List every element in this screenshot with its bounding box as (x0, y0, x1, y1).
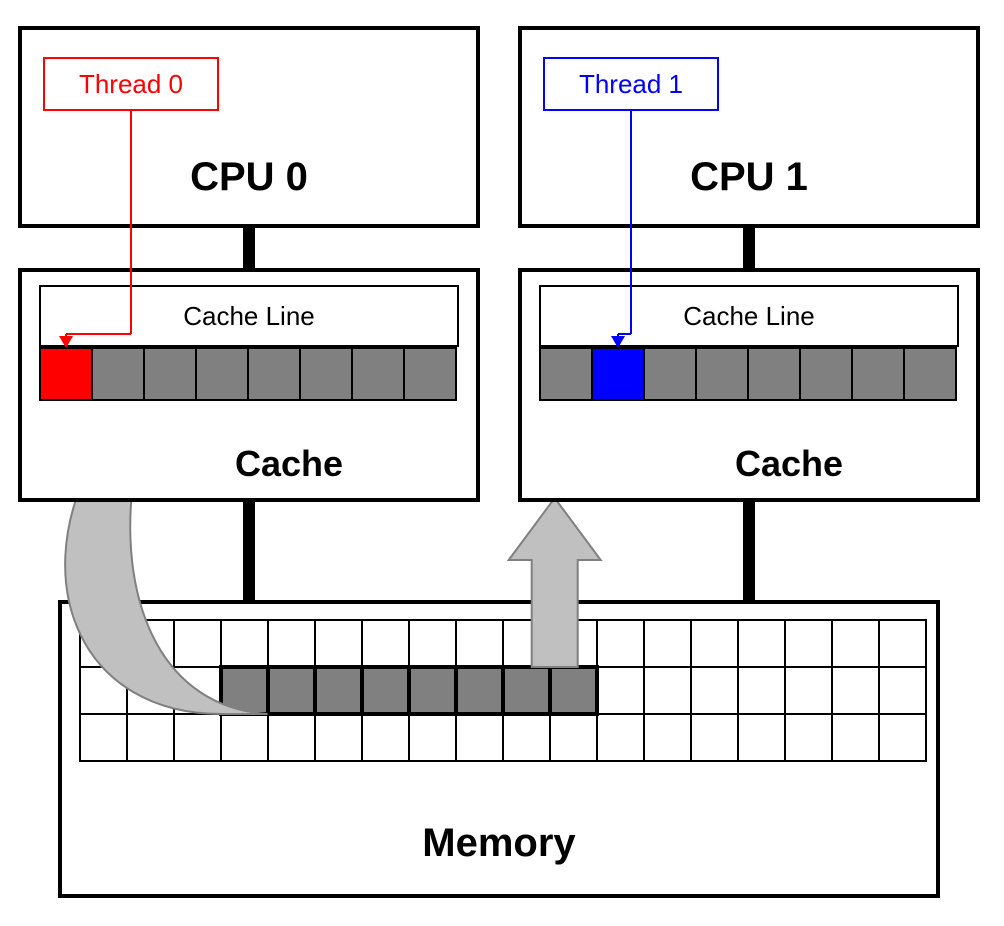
memory-cell (221, 620, 268, 667)
cache0-cell-3 (196, 348, 248, 400)
cache0-cell-0 (40, 348, 92, 400)
memory-cell (409, 714, 456, 761)
cpu1-label: CPU 1 (690, 155, 808, 199)
cache0-label: Cache (235, 443, 343, 484)
cache0-cell-2 (144, 348, 196, 400)
memory-cell (456, 620, 503, 667)
memory-cell (644, 714, 691, 761)
cache0-cell-5 (300, 348, 352, 400)
memory-cell (362, 667, 409, 714)
memory-cell (268, 620, 315, 667)
memory-cell (738, 667, 785, 714)
memory-cell (879, 620, 926, 667)
memory-cell (456, 667, 503, 714)
thread1-label: Thread 1 (579, 69, 683, 99)
cache0-cacheline-label: Cache Line (183, 301, 315, 331)
memory-cell (785, 620, 832, 667)
memory-cell (80, 714, 127, 761)
memory-cell (597, 714, 644, 761)
memory-label: Memory (422, 821, 576, 865)
cache0-cell-7 (404, 348, 456, 400)
cache0-cell-1 (92, 348, 144, 400)
cache1-cacheline-label: Cache Line (683, 301, 815, 331)
cpu0-label: CPU 0 (190, 155, 308, 199)
memory-cell (315, 620, 362, 667)
cache0-cell-4 (248, 348, 300, 400)
cache1-cell-0 (540, 348, 592, 400)
cache1-cell-2 (644, 348, 696, 400)
memory-cell (832, 714, 879, 761)
memory-cell (268, 714, 315, 761)
memory-cell (691, 620, 738, 667)
cache1-label: Cache (735, 443, 843, 484)
memory-cell (503, 714, 550, 761)
memory-cell (315, 714, 362, 761)
memory-cell (221, 714, 268, 761)
memory-cell (738, 714, 785, 761)
memory-cell (644, 667, 691, 714)
thread0-label: Thread 0 (79, 69, 183, 99)
memory-cell (456, 714, 503, 761)
memory-cell (550, 667, 597, 714)
memory-cell (879, 714, 926, 761)
memory-cell (785, 667, 832, 714)
memory-cell (644, 620, 691, 667)
cache1-cell-3 (696, 348, 748, 400)
memory-cell (879, 667, 926, 714)
memory-cell (597, 667, 644, 714)
memory-cell (362, 620, 409, 667)
memory-cell (597, 620, 644, 667)
cache1-cell-5 (800, 348, 852, 400)
memory-cell (127, 714, 174, 761)
memory-cell (268, 667, 315, 714)
memory-cell (503, 667, 550, 714)
memory-cell (785, 714, 832, 761)
cache1-cell-7 (904, 348, 956, 400)
cache1-cell-6 (852, 348, 904, 400)
memory-cell (691, 667, 738, 714)
memory-cell (550, 714, 597, 761)
memory-cell (409, 667, 456, 714)
memory-cell (315, 667, 362, 714)
cache0-cell-6 (352, 348, 404, 400)
memory-cell (362, 714, 409, 761)
memory-cell (738, 620, 785, 667)
memory-cell (174, 714, 221, 761)
memory-cell (409, 620, 456, 667)
memory-cell (691, 714, 738, 761)
memory-cell (174, 620, 221, 667)
memory-cell (832, 667, 879, 714)
memory-cell (832, 620, 879, 667)
cache1-cell-1 (592, 348, 644, 400)
cache1-cell-4 (748, 348, 800, 400)
